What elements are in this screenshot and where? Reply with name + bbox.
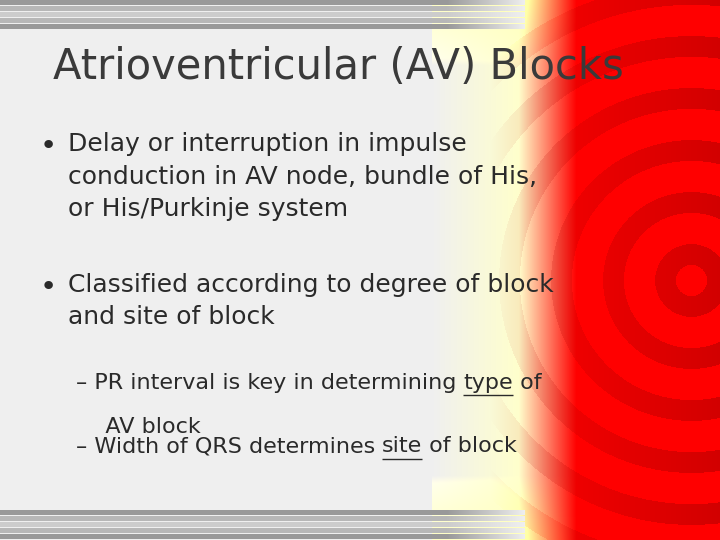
Text: AV block: AV block bbox=[84, 417, 201, 437]
Text: of block: of block bbox=[422, 436, 517, 456]
Text: Classified according to degree of block
and site of block: Classified according to degree of block … bbox=[68, 273, 554, 329]
Text: – Width of QRS determines: – Width of QRS determines bbox=[76, 436, 382, 456]
Text: of: of bbox=[513, 373, 541, 393]
Text: Delay or interruption in impulse
conduction in AV node, bundle of His,
or His/Pu: Delay or interruption in impulse conduct… bbox=[68, 132, 538, 221]
Text: – PR interval is key in determining: – PR interval is key in determining bbox=[76, 373, 463, 393]
Text: •: • bbox=[40, 132, 57, 160]
Text: Atrioventricular (AV) Blocks: Atrioventricular (AV) Blocks bbox=[53, 46, 624, 88]
Text: type: type bbox=[463, 373, 513, 393]
Text: site: site bbox=[382, 436, 422, 456]
Text: •: • bbox=[40, 273, 57, 301]
